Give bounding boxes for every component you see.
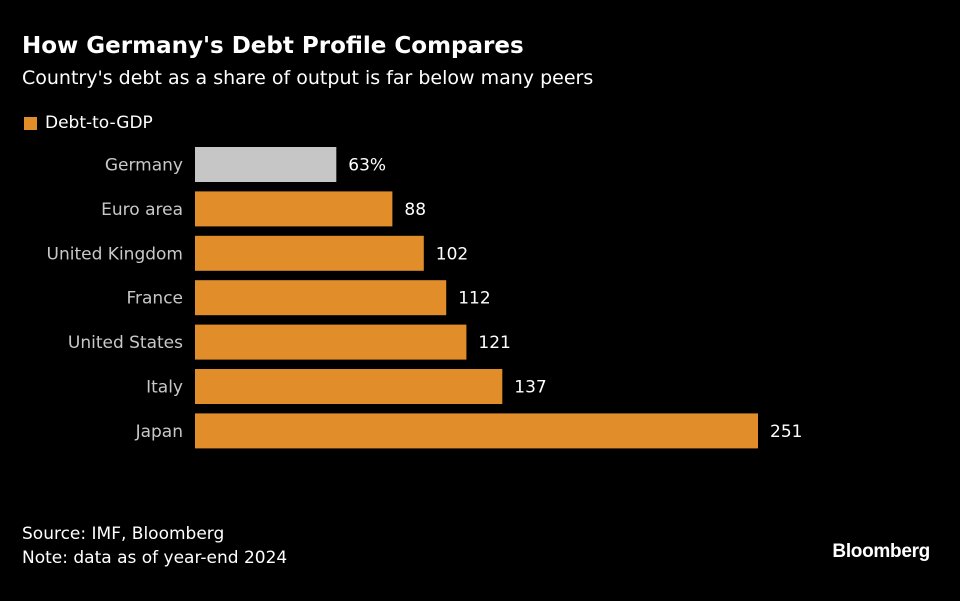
- category-label: Euro area: [101, 200, 183, 220]
- bar: [195, 324, 467, 360]
- value-label: 102: [436, 244, 468, 264]
- category-label: France: [126, 289, 183, 309]
- category-label: United Kingdom: [47, 244, 183, 264]
- value-label: 112: [458, 289, 490, 309]
- value-label: 137: [514, 378, 546, 398]
- value-label: 121: [478, 333, 510, 353]
- bar: [195, 369, 503, 404]
- category-label: United States: [68, 333, 183, 353]
- category-label: Japan: [135, 422, 183, 442]
- chart-title: How Germany's Debt Profile Compares: [22, 33, 524, 59]
- value-label: 88: [404, 200, 426, 220]
- legend: Debt-to-GDP: [24, 112, 153, 134]
- footer: Source: IMF, Bloomberg Note: data as of …: [22, 522, 287, 570]
- bar: [195, 191, 393, 227]
- value-label: 63%: [348, 156, 386, 176]
- value-label: 251: [770, 422, 802, 442]
- bar: [195, 413, 758, 449]
- data-note: Note: data as of year-end 2024: [22, 548, 288, 568]
- legend-swatch: [24, 116, 37, 130]
- bar: [195, 235, 424, 271]
- bar-chart: Germany 63% Euro area 88 United Kingdom 102 Fr…: [47, 147, 802, 449]
- bar: [195, 280, 447, 316]
- chart-subtitle: Country's debt as a share of output is f…: [22, 67, 594, 89]
- legend-label: Debt-to-GDP: [45, 113, 153, 133]
- category-label: Germany: [105, 156, 183, 176]
- category-label: Italy: [146, 378, 183, 398]
- bar: [195, 147, 337, 182]
- bloomberg-logo: Bloomberg: [832, 541, 930, 562]
- source-note: Source: IMF, Bloomberg: [22, 524, 225, 544]
